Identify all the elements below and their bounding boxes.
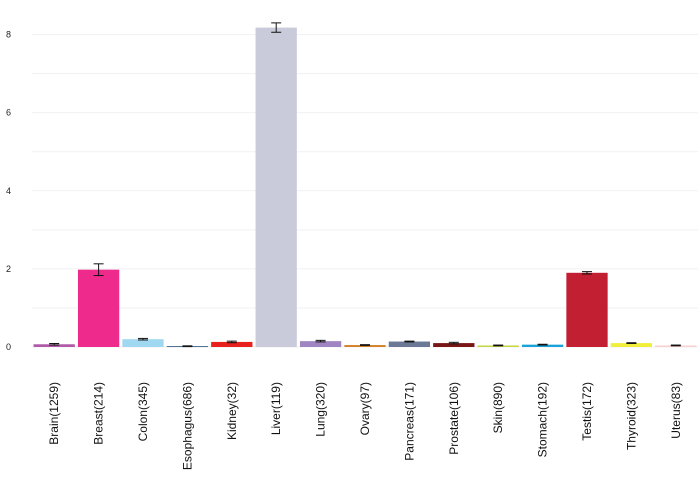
x-tick-label: Colon(345) bbox=[136, 382, 150, 441]
bars bbox=[33, 27, 697, 348]
x-tick-label: Brain(1259) bbox=[47, 382, 61, 445]
bar bbox=[299, 341, 342, 347]
bar bbox=[122, 339, 164, 347]
x-tick-label: Uterus(83) bbox=[669, 382, 683, 439]
x-tick-label: Testis(172) bbox=[580, 382, 594, 441]
grid-lines bbox=[32, 34, 698, 348]
x-tick-label: Kidney(32) bbox=[225, 382, 239, 440]
bar bbox=[211, 341, 253, 347]
x-tick-label: Thyroid(323) bbox=[624, 382, 638, 450]
y-tick-label: 0 bbox=[6, 342, 11, 352]
x-tick-label: Prostate(106) bbox=[447, 382, 461, 455]
bar bbox=[77, 269, 120, 347]
bar bbox=[255, 27, 297, 348]
y-tick-label: 2 bbox=[6, 264, 11, 274]
x-tick-label: Liver(119) bbox=[269, 382, 283, 435]
x-tick-label: Breast(214) bbox=[92, 382, 106, 445]
x-tick-label: Ovary(97) bbox=[358, 382, 372, 435]
bar bbox=[610, 343, 653, 347]
bar bbox=[33, 344, 75, 347]
y-tick-label: 6 bbox=[6, 108, 11, 118]
bar bbox=[433, 343, 475, 347]
x-tick-label: Lung(320) bbox=[314, 382, 328, 437]
bar bbox=[388, 341, 431, 347]
x-axis: Brain(1259) Breast(214) Colon(345) Esophagu… bbox=[47, 382, 683, 470]
bar bbox=[344, 345, 386, 347]
x-tick-label: Stomach(192) bbox=[536, 382, 550, 457]
x-tick-label: Esophagus(686) bbox=[180, 382, 194, 470]
x-tick-label: Pancreas(171) bbox=[402, 382, 416, 461]
y-tick-label: 8 bbox=[6, 30, 11, 40]
y-tick-label: 4 bbox=[6, 186, 11, 196]
bar bbox=[521, 344, 564, 347]
bar bbox=[566, 272, 608, 347]
x-tick-label: Skin(890) bbox=[491, 382, 505, 433]
y-axis: 0 2 4 6 8 bbox=[6, 30, 11, 352]
error-bars bbox=[49, 22, 681, 348]
